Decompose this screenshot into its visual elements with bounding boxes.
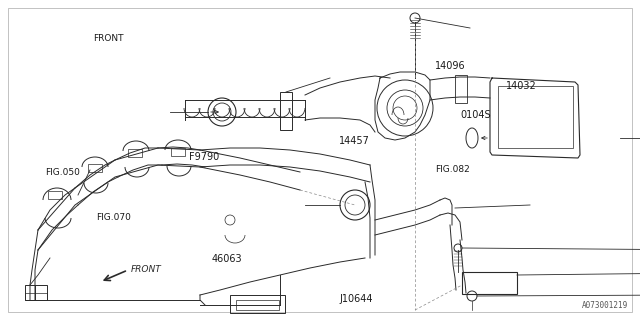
Bar [280,92,292,130]
Text: FRONT: FRONT [131,266,162,275]
Text: 0104S: 0104S [461,110,492,120]
Text: FIG.050: FIG.050 [45,168,79,177]
Text: 46063: 46063 [211,254,242,264]
Text: 14096: 14096 [435,60,466,71]
Text: A073001219: A073001219 [582,301,628,310]
Bar [25,293,47,300]
Bar [230,295,285,313]
Bar [236,300,279,310]
Text: F9790: F9790 [189,152,219,162]
Bar [25,285,47,300]
Bar [462,272,517,294]
Text: FIG.082: FIG.082 [435,165,470,174]
Bar [88,164,102,172]
Bar [171,148,185,156]
Text: 14032: 14032 [506,81,536,92]
Bar [128,149,142,157]
Text: J10644: J10644 [339,294,372,304]
Bar [498,86,573,148]
Bar [455,75,467,103]
Bar [48,191,62,199]
Text: 14457: 14457 [339,136,370,146]
Text: FIG.070: FIG.070 [96,213,131,222]
Text: FRONT: FRONT [93,34,124,43]
